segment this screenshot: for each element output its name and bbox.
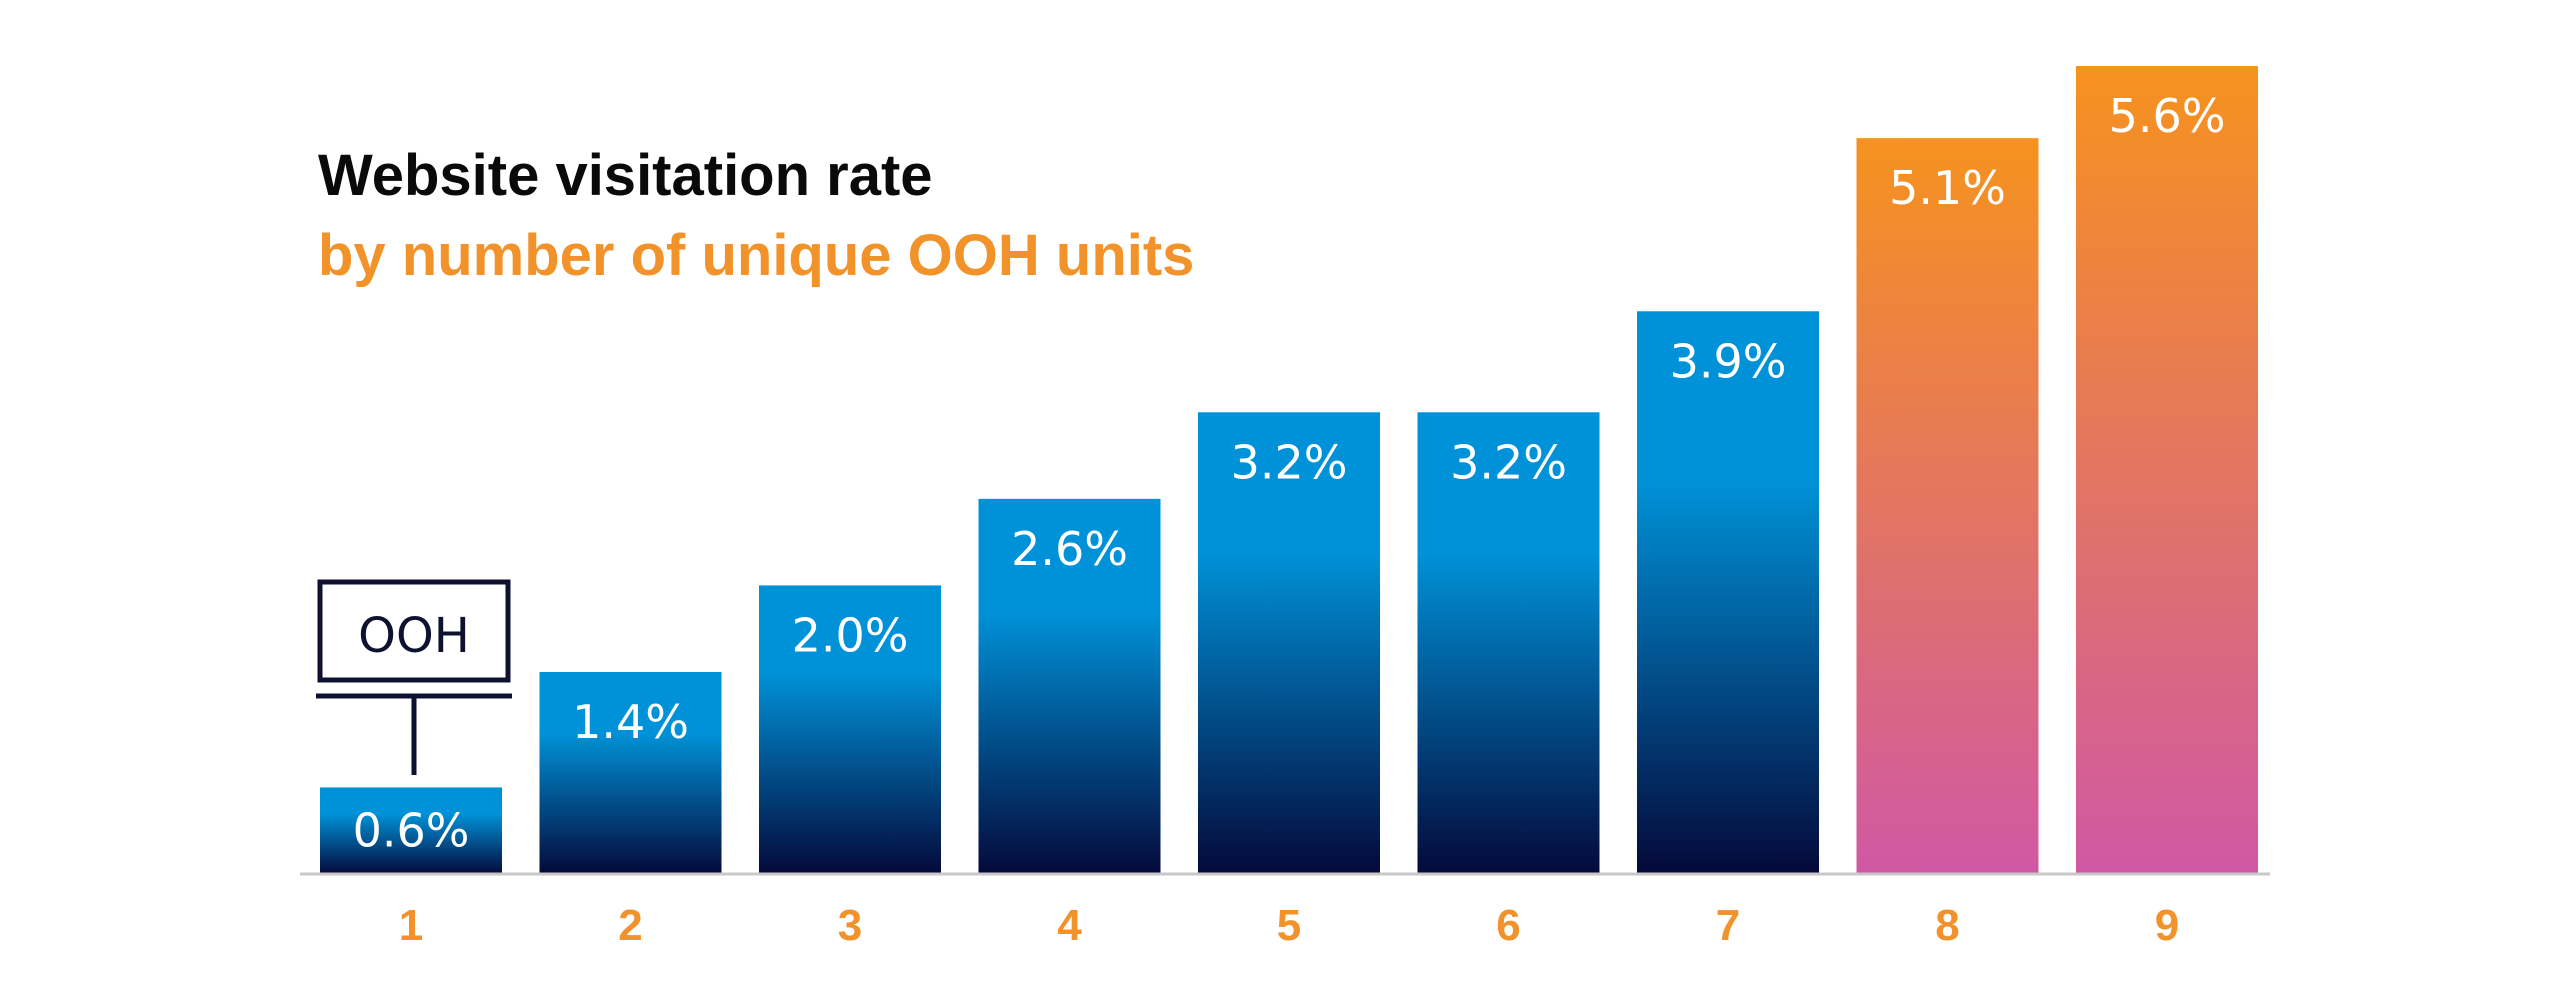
bar-5 [1198, 412, 1380, 874]
x-tick-label-1: 1 [399, 901, 423, 950]
value-label-4: 2.6% [1011, 522, 1128, 576]
x-tick-label-7: 7 [1716, 901, 1740, 950]
chart-subtitle: by number of unique OOH units [318, 223, 1194, 288]
ooh-billboard-icon: OOH [316, 579, 512, 775]
value-label-3: 2.0% [792, 608, 909, 662]
bar-2 [539, 672, 722, 874]
bar-3 [759, 585, 941, 874]
x-tick-labels-layer: 1 2 3 4 5 6 7 8 9 [399, 901, 2179, 950]
x-tick-label-5: 5 [1277, 901, 1301, 950]
bar-9 [2076, 66, 2258, 874]
value-label-9: 5.6% [2109, 89, 2226, 143]
value-label-6: 3.2% [1450, 435, 1567, 489]
value-label-1: 0.6% [353, 804, 470, 858]
bars-layer [320, 66, 2258, 875]
x-tick-label-6: 6 [1496, 901, 1520, 950]
bar-8 [1856, 138, 2039, 875]
billboard-label: OOH [358, 608, 470, 664]
x-tick-label-4: 4 [1057, 901, 1082, 950]
value-label-5: 3.2% [1231, 435, 1348, 489]
billboard-frame [317, 579, 511, 683]
bar-1 [320, 787, 502, 874]
value-label-8: 5.1% [1889, 161, 2006, 215]
x-tick-label-9: 9 [2155, 901, 2179, 950]
x-tick-label-8: 8 [1935, 901, 1959, 950]
value-label-2: 1.4% [572, 695, 689, 749]
value-labels-layer: 0.6% 1.4% 2.0% 2.6% 3.2% 3.2% 3.9% 5.1% 5.6% [353, 89, 2226, 858]
chart-title: Website visitation rate [318, 143, 933, 208]
bar-6 [1417, 412, 1600, 874]
x-tick-label-3: 3 [838, 901, 862, 950]
x-tick-label-2: 2 [618, 901, 642, 950]
bar-7 [1637, 311, 1819, 874]
value-label-7: 3.9% [1670, 334, 1787, 388]
bar-4 [978, 498, 1161, 874]
